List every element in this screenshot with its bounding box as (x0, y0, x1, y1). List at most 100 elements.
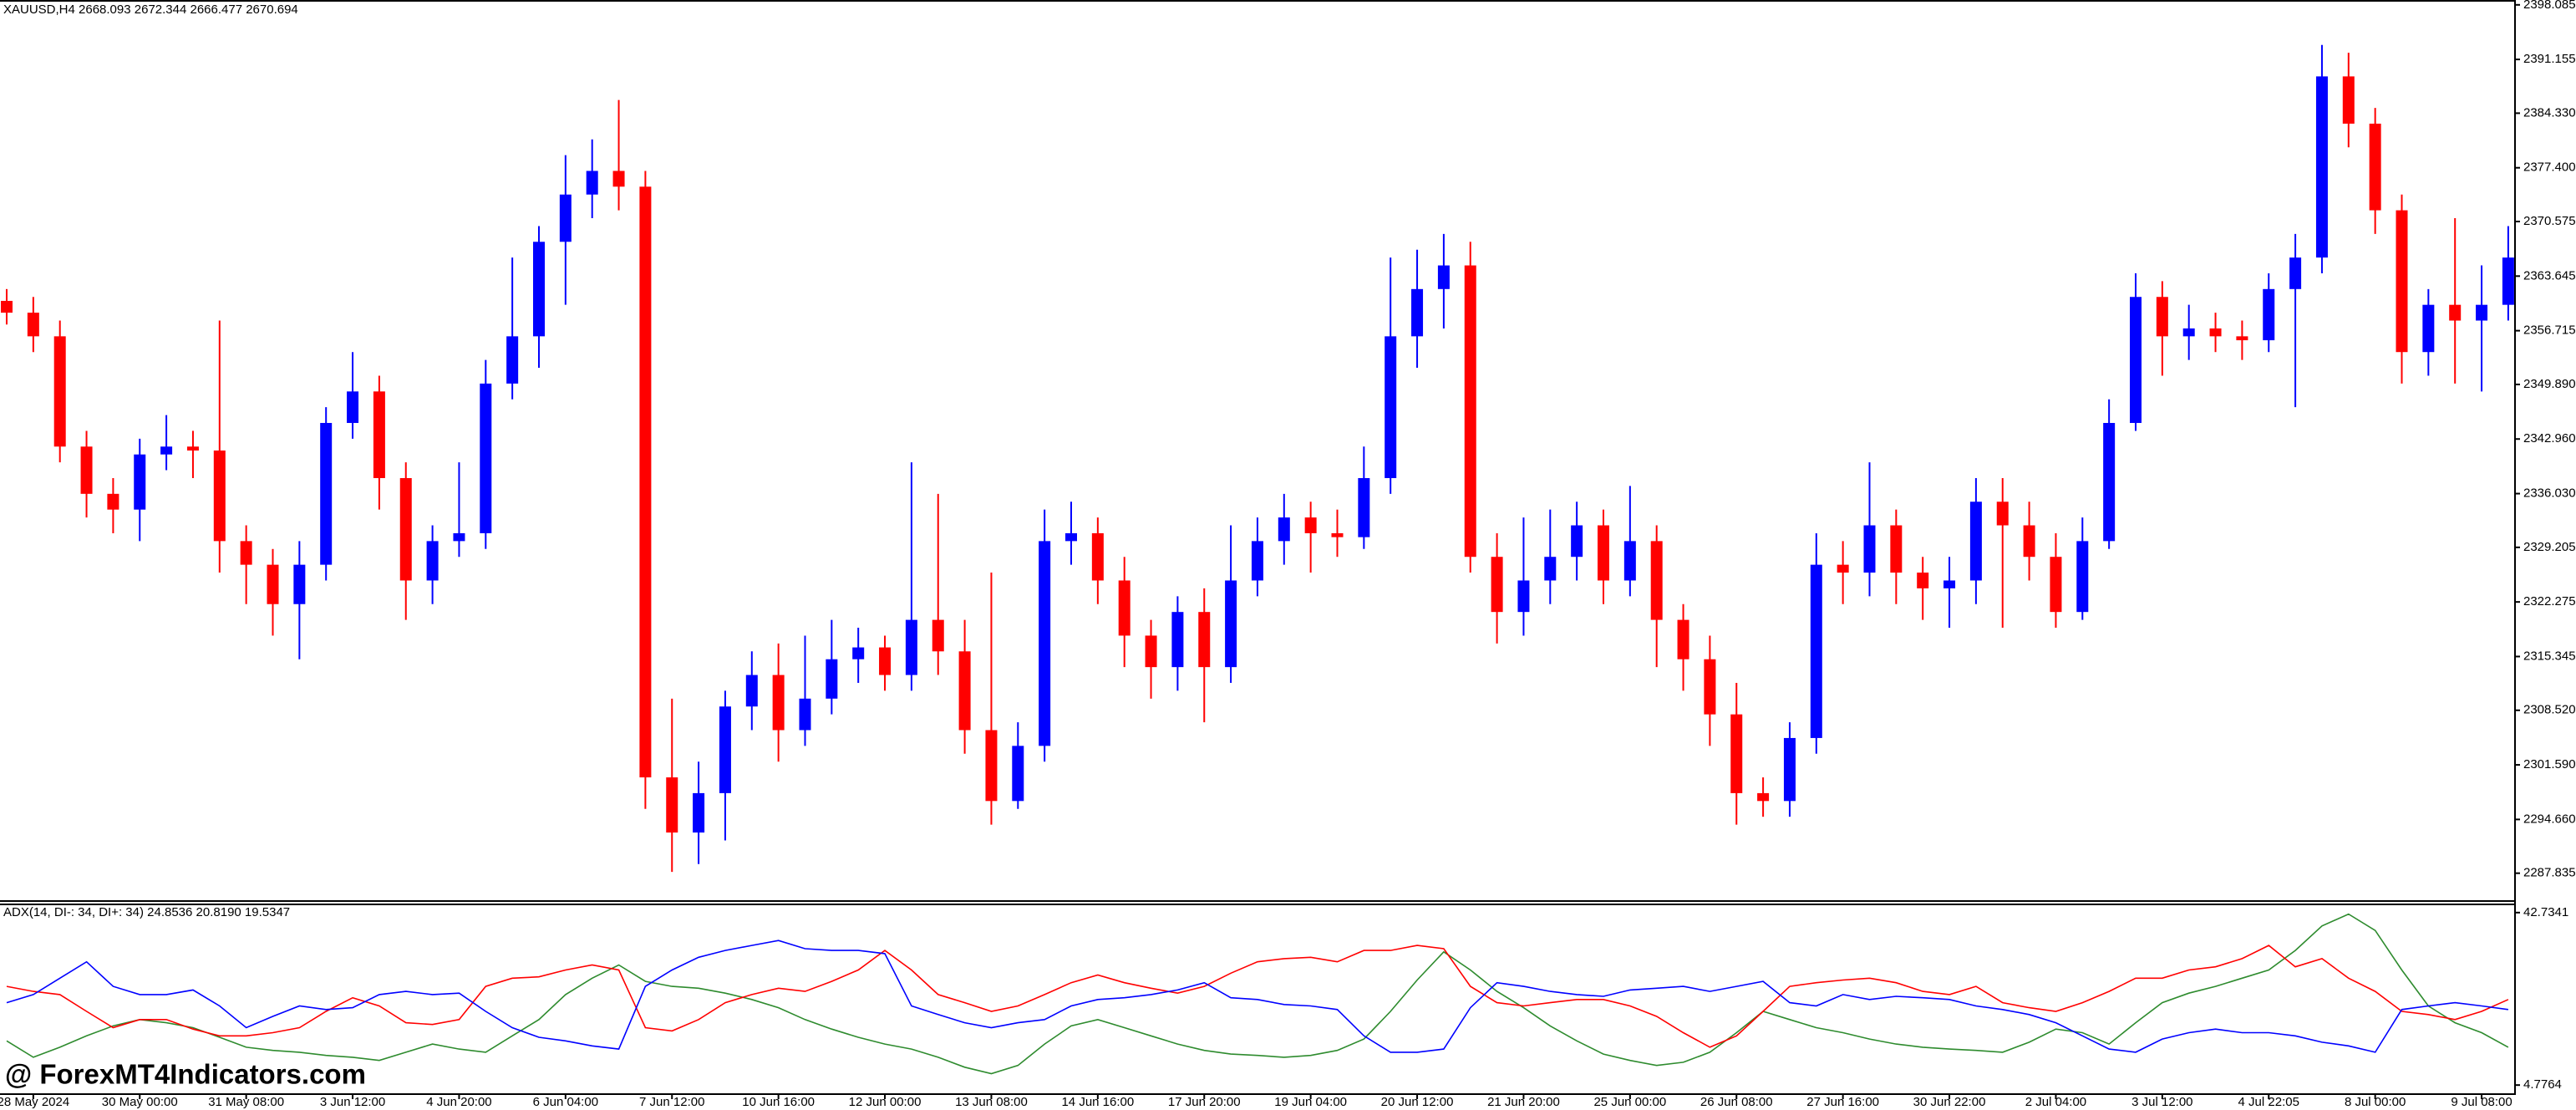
candle-body (134, 454, 146, 510)
candle-body (1757, 792, 1770, 802)
x-tick-label: 2 Jul 04:00 (2025, 1095, 2086, 1109)
candle-body (1571, 525, 1583, 558)
candle-body (480, 383, 492, 533)
candle-body (719, 706, 731, 793)
candle-body (1225, 580, 1237, 668)
candle-body (2449, 304, 2462, 321)
indicator-line (6, 939, 2509, 1053)
candle-body (453, 532, 465, 542)
y-tick-label: 2294.660 (2523, 812, 2576, 826)
candle-body (985, 730, 998, 802)
candle-body (1304, 517, 1317, 533)
candle-body (1198, 612, 1211, 668)
x-tick-label: 25 Jun 00:00 (1593, 1095, 1666, 1109)
y-tick-label: 2349.890 (2523, 377, 2576, 391)
candle-body (2369, 123, 2381, 211)
x-tick-label: 4 Jul 22:05 (2238, 1095, 2299, 1109)
candle-body (186, 446, 199, 451)
candle-body (293, 564, 306, 604)
x-tick-label: 28 May 2024 (0, 1095, 69, 1109)
candle-body (1145, 635, 1157, 668)
y-tick-label: 2322.275 (2523, 594, 2576, 608)
candle-body (1, 300, 13, 313)
y-tick-label: 2329.205 (2523, 540, 2576, 554)
y-tick-label: 2363.645 (2523, 268, 2576, 283)
candle-body (612, 171, 625, 187)
candle-body (2103, 423, 2116, 542)
x-tick-label: 26 Jun 08:00 (1700, 1095, 1773, 1109)
candle-body (799, 698, 811, 731)
x-tick-label: 21 Jun 20:00 (1487, 1095, 1560, 1109)
x-tick-label: 3 Jun 12:00 (320, 1095, 385, 1109)
candle-body (1278, 517, 1290, 542)
x-tick-label: 9 Jul 08:00 (2451, 1095, 2512, 1109)
x-tick-label: 10 Jun 16:00 (742, 1095, 815, 1109)
candle-body (347, 391, 359, 424)
candle-body (533, 242, 545, 337)
candle-body (2182, 328, 2195, 337)
candle-body (2396, 210, 2408, 353)
candle-body (932, 619, 944, 652)
candle-body (1598, 525, 1609, 581)
y-tick-label: 2301.590 (2523, 757, 2576, 771)
x-tick-label: 14 Jun 16:00 (1061, 1095, 1134, 1109)
candle-body (666, 777, 678, 833)
y-tick-label: 2308.520 (2523, 703, 2576, 717)
y-tick-label: 2377.400 (2523, 160, 2576, 175)
candle-body (2156, 297, 2168, 337)
candle-body (1091, 532, 1104, 581)
candle-body (2263, 288, 2275, 341)
candle-body (586, 171, 598, 195)
candle-body (80, 446, 93, 494)
x-tick-label: 4 Jun 20:00 (426, 1095, 491, 1109)
y-tick-label: 2398.085 (2523, 0, 2576, 12)
indicator-title: ADX(14, DI-: 34, DI+: 34) 24.8536 20.819… (3, 905, 290, 919)
candle-body (1677, 619, 1689, 659)
candle-body (1969, 502, 1982, 581)
candle-body (320, 423, 333, 565)
candle-body (27, 313, 39, 337)
candle-body (2023, 525, 2035, 558)
indicator-line (6, 945, 2509, 1048)
x-tick-label: 27 Jun 16:00 (1806, 1095, 1879, 1109)
y-tick-label: 2287.835 (2523, 866, 2576, 880)
y-tick-label: 2315.345 (2523, 649, 2576, 663)
candle-body (2315, 76, 2328, 258)
y-tick-label: 42.7341 (2523, 905, 2568, 919)
candle-body (1171, 612, 1184, 668)
candle-body (1331, 532, 1344, 537)
candle-body (213, 451, 226, 542)
x-tick-label: 6 Jun 04:00 (533, 1095, 598, 1109)
candle-body (1996, 502, 2009, 526)
x-tick-label: 7 Jun 12:00 (639, 1095, 704, 1109)
candle-body (1943, 580, 1956, 588)
candle-body (1623, 541, 1636, 581)
y-tick-label: 2342.960 (2523, 431, 2576, 446)
y-tick-label: 2370.575 (2523, 214, 2576, 228)
candle-body (1704, 659, 1716, 715)
candle-body (2050, 557, 2062, 613)
candle-body (1650, 541, 1663, 620)
candle-body (958, 651, 971, 731)
candle-body (2209, 328, 2222, 337)
candle-body (53, 336, 66, 447)
y-tick-label: 2391.155 (2523, 52, 2576, 66)
candle-body (905, 619, 917, 675)
candle-body (399, 477, 412, 581)
candle-body (826, 659, 838, 699)
x-tick-label: 3 Jul 12:00 (2131, 1095, 2192, 1109)
candle-body (2130, 297, 2142, 424)
candle-body (1890, 525, 1903, 573)
candle-body (879, 647, 892, 675)
y-tick-label: 2336.030 (2523, 486, 2576, 501)
candle-body (107, 493, 119, 510)
candle-body (2076, 541, 2089, 613)
candle-body (240, 541, 252, 565)
candle-body (1783, 737, 1796, 802)
candle-body (2236, 336, 2248, 341)
y-tick-label: 2384.330 (2523, 105, 2576, 120)
candle-body (426, 541, 439, 581)
